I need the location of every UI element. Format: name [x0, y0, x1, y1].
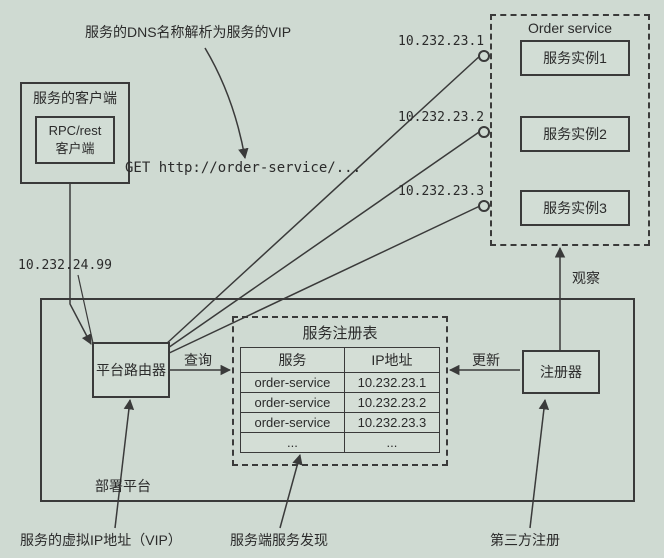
registry-col-ip: IP地址 [344, 348, 439, 373]
service-instance-2-label: 服务实例2 [543, 124, 607, 144]
registry-wrap: 服务注册表 服务 IP地址 order-service10.232.23.1 o… [240, 322, 440, 453]
http-request-text: GET http://order-service/... [125, 160, 361, 176]
registry-table: 服务 IP地址 order-service10.232.23.1 order-s… [240, 347, 440, 453]
observe-label: 观察 [572, 268, 600, 288]
bottom-label-vip: 服务的虚拟IP地址（VIP） [20, 530, 182, 550]
dns-annotation-text: 服务的DNS名称解析为服务的VIP [85, 22, 291, 42]
endpoint-1 [478, 50, 490, 62]
client-inner-line1: RPC/rest [49, 123, 102, 138]
bottom-label-third-party: 第三方注册 [490, 530, 560, 550]
service-instance-1: 服务实例1 [520, 40, 630, 76]
table-row: ...... [241, 433, 440, 453]
table-row: order-service10.232.23.3 [241, 413, 440, 433]
registry-header-row: 服务 IP地址 [241, 348, 440, 373]
table-row: order-service10.232.23.1 [241, 373, 440, 393]
registry-col-service: 服务 [241, 348, 345, 373]
platform-router-box: 平台路由器 [92, 342, 170, 398]
endpoint-3 [478, 200, 490, 212]
order-service-title: Order service [528, 20, 612, 36]
vip-ip-label: 10.232.24.99 [18, 258, 112, 273]
service-instance-2: 服务实例2 [520, 116, 630, 152]
instance-3-ip: 10.232.23.3 [398, 184, 484, 199]
deployment-platform-label: 部署平台 [95, 476, 151, 496]
diagram-root: 服务的DNS名称解析为服务的VIP 服务的客户端 RPC/rest 客户端 GE… [0, 0, 664, 558]
endpoint-2 [478, 126, 490, 138]
service-instance-1-label: 服务实例1 [543, 48, 607, 68]
service-instance-3: 服务实例3 [520, 190, 630, 226]
platform-router-label: 平台路由器 [96, 360, 166, 380]
service-instance-3-label: 服务实例3 [543, 198, 607, 218]
update-label: 更新 [472, 350, 500, 370]
registrar-label: 注册器 [540, 362, 582, 382]
registry-title: 服务注册表 [240, 322, 440, 343]
bottom-label-server-discovery: 服务端服务发现 [230, 530, 328, 550]
client-outer-label: 服务的客户端 [33, 88, 117, 108]
registrar-box: 注册器 [522, 350, 600, 394]
table-row: order-service10.232.23.2 [241, 393, 440, 413]
instance-2-ip: 10.232.23.2 [398, 110, 484, 125]
client-inner-line2: 客户端 [55, 138, 94, 157]
instance-1-ip: 10.232.23.1 [398, 34, 484, 49]
query-label: 查询 [184, 350, 212, 370]
client-inner-box: RPC/rest 客户端 [35, 116, 115, 164]
